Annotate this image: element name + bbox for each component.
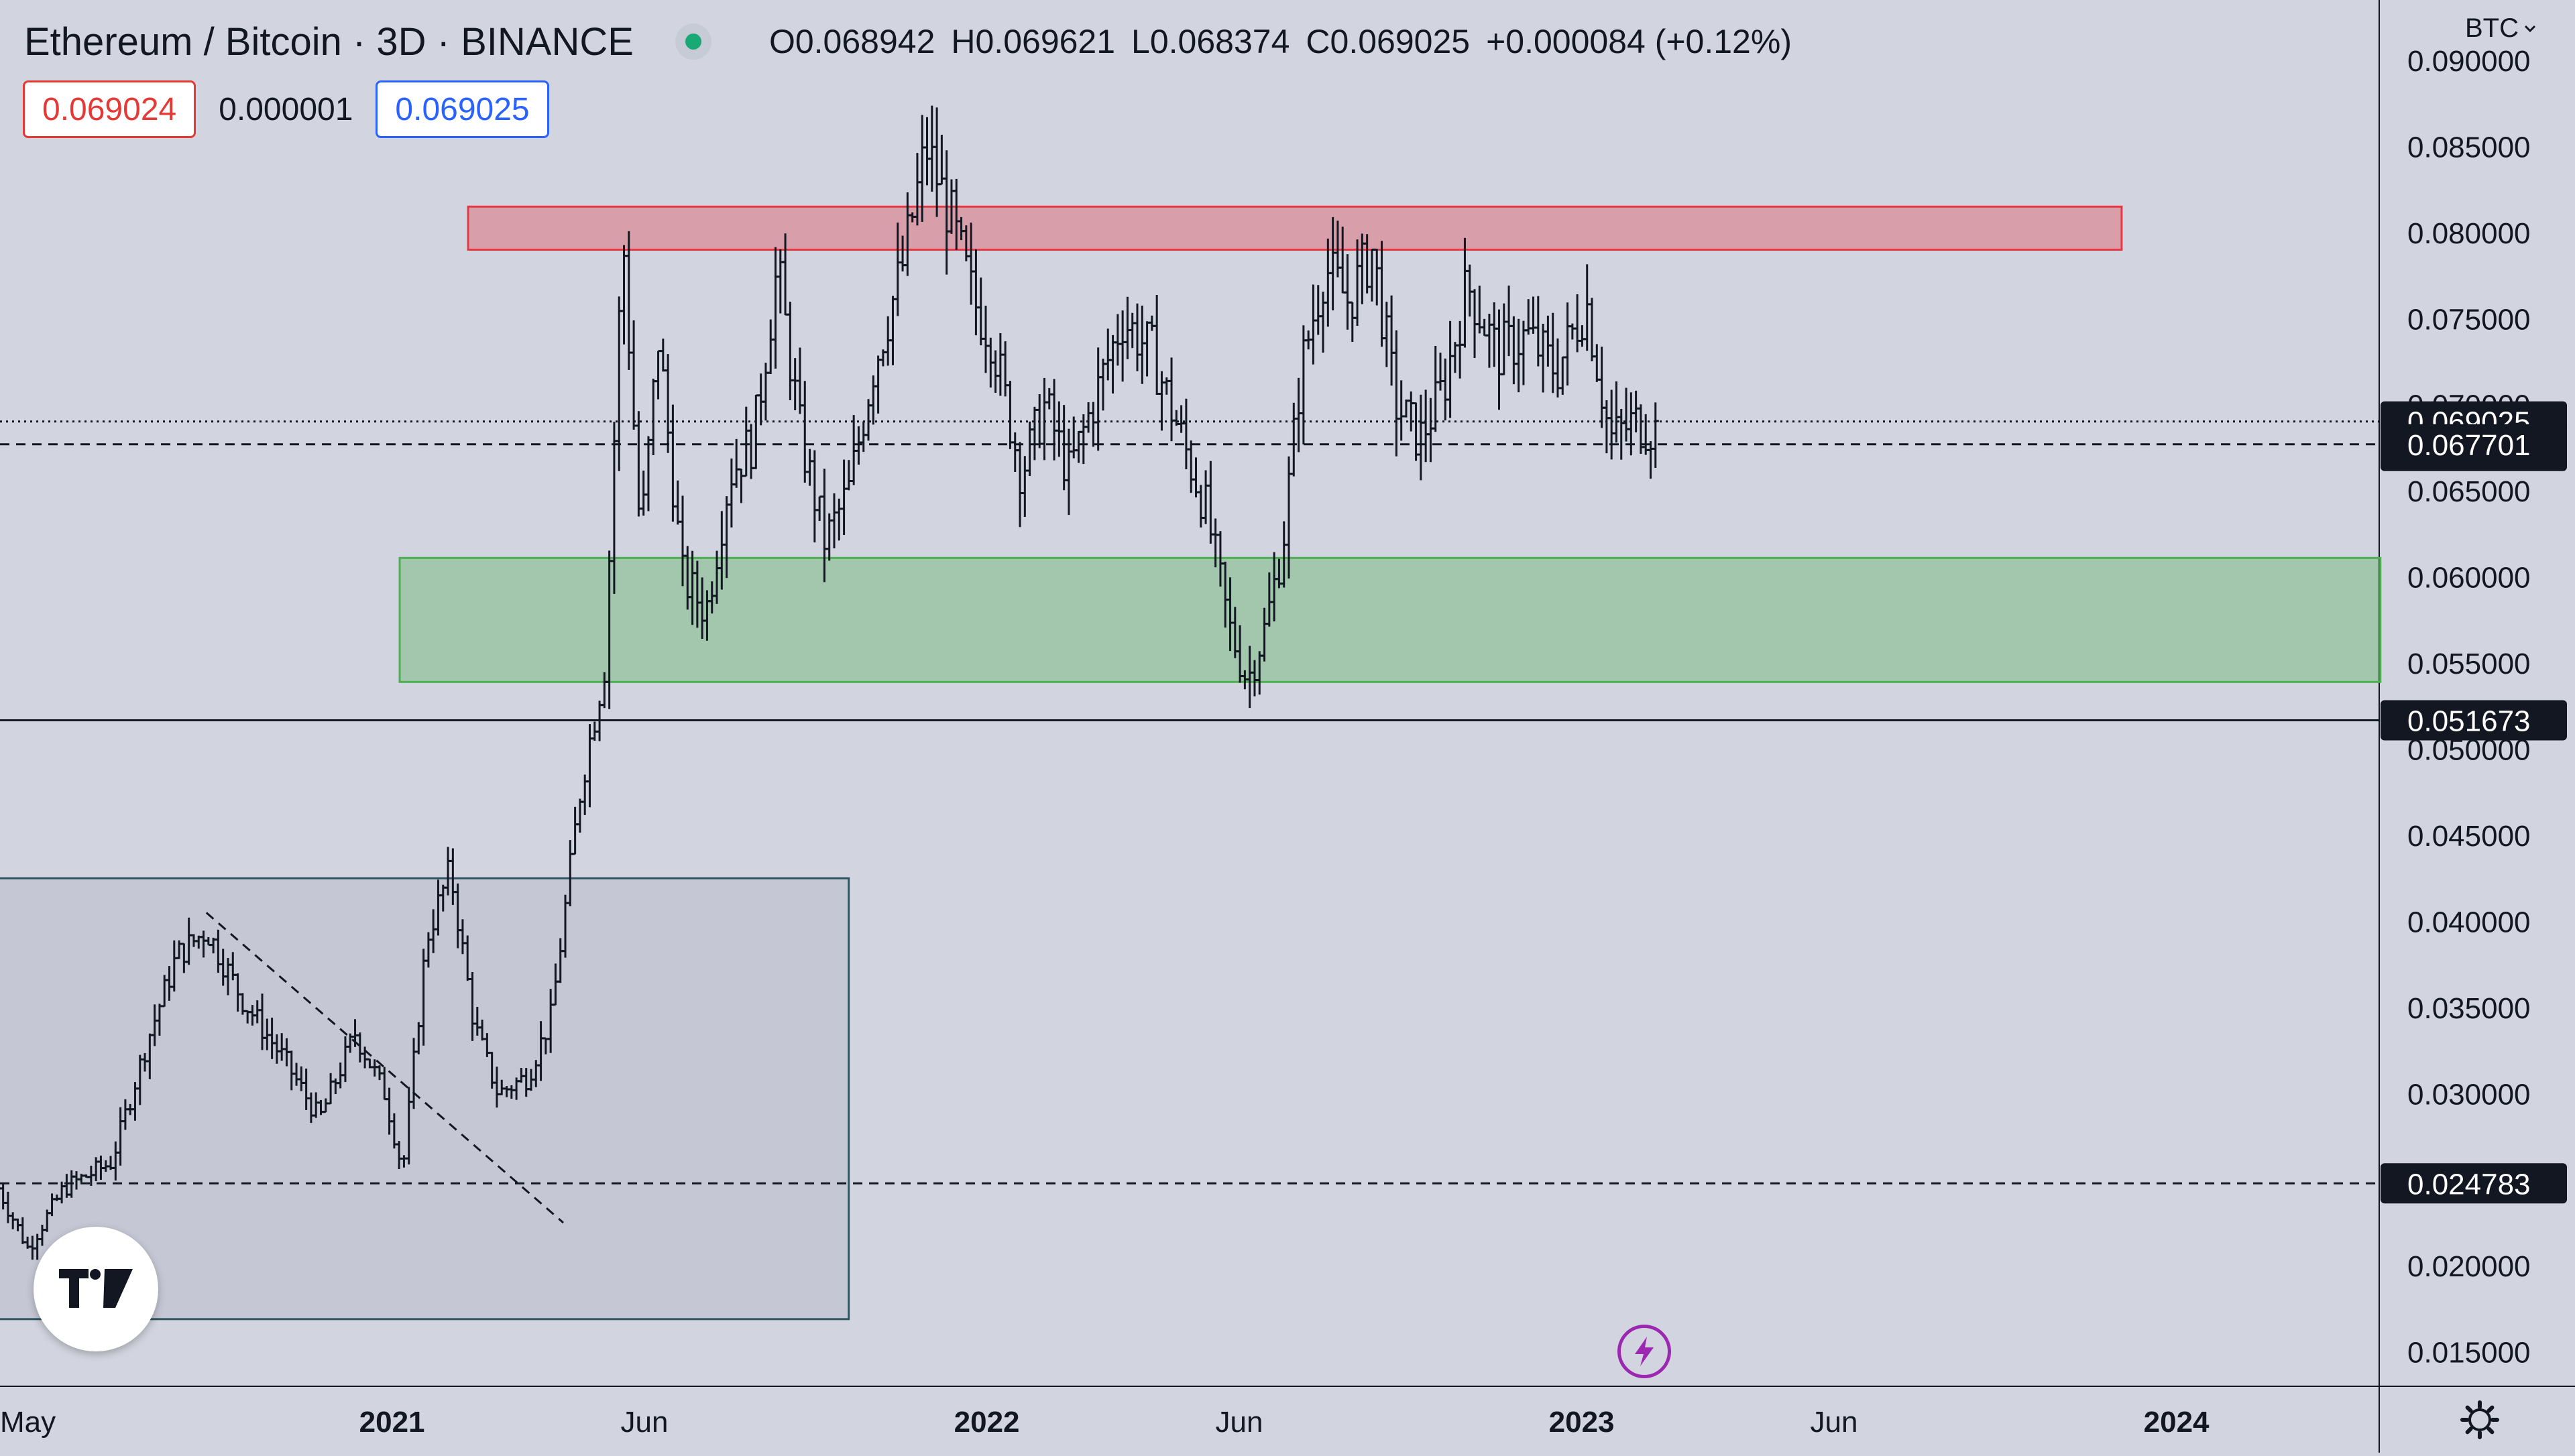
x-tick-label: 2021 xyxy=(359,1406,425,1439)
trendline xyxy=(205,912,564,1224)
chevron-down-icon xyxy=(2524,25,2536,32)
candles xyxy=(0,105,1659,1260)
y-tick-label: 0.045000 xyxy=(2407,820,2531,853)
chart-header: Ethereum / Bitcoin · 3D · BINANCE O0.068… xyxy=(24,15,1792,68)
y-tick-label: 0.055000 xyxy=(2407,648,2531,680)
price-marker-badge xyxy=(2381,1163,2567,1204)
x-tick-label: May xyxy=(0,1406,56,1439)
spread-value: 0.000001 xyxy=(219,91,353,127)
y-tick-label: 0.075000 xyxy=(2407,303,2531,336)
x-tick-label: Jun xyxy=(1216,1406,1263,1439)
x-tick-label: 2022 xyxy=(954,1406,1020,1439)
y-tick-label: 0.020000 xyxy=(2407,1250,2531,1283)
low-value: L0.068374 xyxy=(1131,23,1290,60)
resistance-zone xyxy=(467,205,2123,251)
y-tick-label: 0.035000 xyxy=(2407,992,2531,1025)
y-tick-label: 0.060000 xyxy=(2407,562,2531,595)
price-marker-label: 0.051673 xyxy=(2407,705,2531,738)
y-tick-label: 0.080000 xyxy=(2407,217,2531,250)
close-value: C0.069025 xyxy=(1306,23,1471,60)
y-tick-label: 0.030000 xyxy=(2407,1078,2531,1111)
change-value: +0.000084 (+0.12%) xyxy=(1486,23,1792,60)
x-tick-label: Jun xyxy=(1811,1406,1858,1439)
price-marker-badge xyxy=(2381,424,2567,465)
x-tick-label: 2024 xyxy=(2144,1406,2210,1439)
price-marker-badge xyxy=(2381,700,2567,741)
symbol-title[interactable]: Ethereum / Bitcoin · 3D · BINANCE xyxy=(24,19,634,64)
price-marker-label: 0.024783 xyxy=(2407,1168,2531,1201)
y-tick-label: 0.040000 xyxy=(2407,906,2531,938)
y-tick-label: 0.065000 xyxy=(2407,475,2531,508)
tradingview-logo-icon[interactable] xyxy=(34,1227,158,1351)
x-tick-label: 2023 xyxy=(1549,1406,1615,1439)
price-marker-label: 0.067701 xyxy=(2407,429,2531,462)
open-value: O0.068942 xyxy=(768,23,935,60)
gear-icon[interactable] xyxy=(2460,1400,2500,1440)
buy-button[interactable]: 0.069025 xyxy=(376,80,549,138)
x-tick-label: Jun xyxy=(621,1406,669,1439)
y-tick-label: 0.085000 xyxy=(2407,131,2531,164)
ohlc-values: O0.068942 H0.069621 L0.068374 C0.069025 … xyxy=(769,22,1792,61)
currency-selector[interactable]: BTC xyxy=(2465,13,2537,44)
lightning-icon[interactable] xyxy=(1617,1325,1671,1378)
y-tick-label: 0.015000 xyxy=(2407,1337,2531,1370)
support-zone xyxy=(398,556,2382,683)
y-tick-label: 0.090000 xyxy=(2407,45,2531,78)
high-value: H0.069621 xyxy=(951,23,1116,60)
quote-row: 0.069024 0.000001 0.069025 xyxy=(23,80,549,138)
status-dot-icon xyxy=(675,23,711,60)
sell-button[interactable]: 0.069024 xyxy=(23,80,196,138)
currency-label: BTC xyxy=(2465,13,2519,43)
